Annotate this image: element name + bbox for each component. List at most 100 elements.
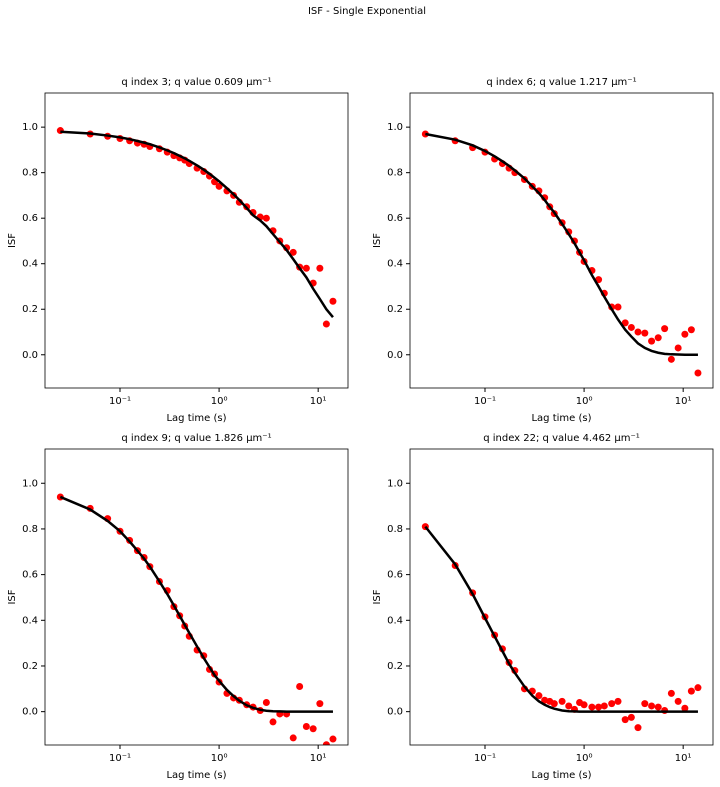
data-point — [580, 701, 588, 709]
axes-frame — [44, 92, 349, 389]
x-tick-label: 10¹ — [310, 753, 327, 764]
data-point — [600, 702, 608, 710]
y-axis-label: ISF — [372, 233, 383, 248]
data-point — [648, 702, 656, 710]
x-tick-label: 10⁻¹ — [474, 396, 496, 407]
data-point — [654, 334, 662, 342]
fit-line — [60, 130, 334, 319]
data-point — [262, 214, 270, 222]
data-point — [289, 734, 297, 742]
data-point — [634, 328, 642, 336]
data-point — [621, 716, 629, 724]
x-tick-label: 10⁻¹ — [474, 753, 496, 764]
x-axis-label: Lag time (s) — [166, 770, 226, 781]
data-point — [302, 723, 310, 730]
fit-line — [424, 525, 698, 713]
data-point — [674, 697, 682, 705]
y-tick-label: 0.8 — [22, 168, 38, 179]
y-tick-label: 0.0 — [387, 350, 403, 361]
data-point — [648, 337, 656, 345]
y-tick-label: 1.0 — [22, 478, 38, 489]
data-point — [316, 700, 324, 708]
y-tick-label: 0.6 — [387, 570, 403, 581]
y-tick-label: 1.0 — [387, 478, 403, 489]
data-point — [535, 692, 543, 700]
data-point — [667, 689, 675, 697]
fit-line — [425, 132, 698, 357]
axes-frame — [409, 92, 714, 389]
x-tick-label: 10⁻¹ — [109, 396, 131, 407]
y-tick-label: 0.6 — [22, 570, 38, 581]
data-point — [565, 702, 573, 710]
y-tick-label: 0.0 — [22, 350, 38, 361]
y-axis-label: ISF — [7, 589, 18, 604]
data-point — [329, 735, 337, 743]
x-tick-label: 10⁰ — [576, 396, 593, 407]
data-point — [667, 355, 675, 363]
x-tick-label: 10⁻¹ — [109, 753, 131, 764]
x-axis-label: Lag time (s) — [166, 413, 226, 424]
data-point — [322, 741, 330, 745]
x-tick-label: 10¹ — [675, 753, 692, 764]
figure-title: ISF - Single Exponential — [308, 6, 426, 17]
data-point — [558, 697, 566, 705]
y-tick-label: 1.0 — [22, 122, 38, 133]
data-point — [621, 319, 629, 327]
y-tick-label: 0.8 — [22, 524, 38, 535]
data-point — [614, 697, 622, 705]
y-tick-label: 0.0 — [22, 707, 38, 718]
y-tick-label: 0.0 — [387, 707, 403, 718]
data-point — [641, 700, 649, 708]
y-axis-label: ISF — [7, 233, 18, 248]
data-point — [634, 724, 642, 732]
data-point — [687, 687, 695, 695]
data-point — [269, 718, 277, 726]
data-point — [627, 323, 635, 331]
y-tick-label: 0.6 — [22, 213, 38, 224]
data-point — [681, 330, 689, 338]
data-point — [674, 344, 682, 352]
data-point — [322, 320, 330, 328]
axes-title: q index 22; q value 4.462 μm⁻¹ — [483, 433, 640, 444]
data-point — [289, 248, 297, 256]
axes-title: q index 9; q value 1.826 μm⁻¹ — [121, 433, 271, 444]
data-point — [694, 369, 702, 377]
x-tick-label: 10¹ — [310, 396, 327, 407]
data-point — [608, 700, 616, 708]
y-tick-label: 0.8 — [387, 168, 403, 179]
y-tick-label: 0.2 — [387, 661, 403, 672]
data-point — [421, 130, 429, 138]
data-point — [641, 329, 649, 337]
data-point — [329, 297, 337, 305]
data-point — [215, 182, 223, 190]
y-tick-label: 0.4 — [387, 615, 403, 626]
x-tick-label: 10¹ — [675, 396, 692, 407]
x-tick-label: 10⁰ — [576, 753, 593, 764]
y-tick-label: 0.4 — [22, 259, 38, 270]
data-point — [309, 725, 317, 733]
x-tick-label: 10⁰ — [211, 396, 228, 407]
axes-frame — [409, 448, 714, 746]
y-axis-label: ISF — [372, 589, 383, 604]
data-point — [302, 264, 310, 272]
y-tick-label: 0.4 — [387, 259, 403, 270]
y-tick-label: 0.8 — [387, 524, 403, 535]
data-point — [654, 703, 662, 711]
y-tick-label: 0.4 — [22, 615, 38, 626]
data-point — [614, 303, 622, 311]
data-point — [595, 703, 603, 711]
data-point — [694, 684, 702, 692]
data-point — [262, 699, 270, 707]
y-tick-label: 0.6 — [387, 213, 403, 224]
axes-frame — [44, 448, 349, 746]
x-axis-label: Lag time (s) — [531, 413, 591, 424]
y-tick-label: 0.2 — [387, 304, 403, 315]
data-point — [661, 325, 669, 333]
fit-line — [59, 495, 333, 713]
x-tick-label: 10⁰ — [211, 753, 228, 764]
axes-title: q index 3; q value 0.609 μm⁻¹ — [121, 77, 271, 88]
data-point — [316, 264, 324, 272]
data-point — [681, 704, 689, 712]
